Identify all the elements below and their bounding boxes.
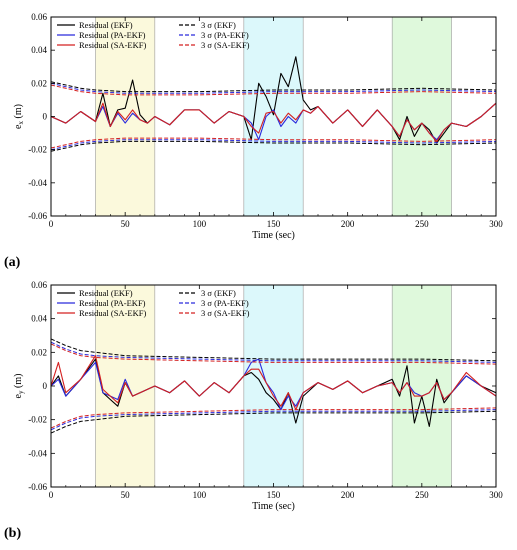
x-tick-label-0: 0: [49, 490, 54, 500]
legend-label-3: 3 σ (EKF): [201, 288, 236, 298]
shaded-region-2: [391, 284, 452, 488]
x-tick-label-2: 100: [193, 490, 207, 500]
series-line-1: [50, 358, 497, 411]
y-tick-label-0: -0.06: [28, 482, 47, 492]
series-line-4: [50, 341, 497, 363]
y-tick-label-1: -0.04: [28, 178, 47, 188]
legend-label-5: 3 σ (SA-EKF): [201, 40, 250, 50]
y-tick-label-6: 0.06: [31, 12, 47, 22]
y-tick-label-2: -0.02: [28, 415, 47, 425]
x-tick-label-6: 300: [489, 219, 503, 229]
panel-label-a: (a): [4, 255, 21, 270]
panel-label-b: (b): [4, 526, 22, 541]
y-tick-label-1: -0.04: [28, 448, 47, 458]
y-tick-label-3: 0: [43, 381, 48, 391]
legend-label-0: Residual (EKF): [79, 20, 133, 30]
y-tick-label-4: 0.02: [31, 347, 47, 357]
x-tick-label-1: 50: [121, 490, 131, 500]
y-tick-label-2: -0.02: [28, 145, 47, 155]
y-axis-label: ey (m): [13, 374, 25, 399]
y-tick-label-6: 0.06: [31, 280, 47, 290]
x-axis-label: Time (sec): [252, 230, 295, 241]
series-line-4-lower: [50, 409, 497, 431]
legend-label-3: 3 σ (EKF): [201, 20, 236, 30]
x-tick-label-3: 150: [267, 219, 281, 229]
shaded-region-2: [391, 16, 452, 217]
legend-label-4: 3 σ (PA-EKF): [201, 298, 249, 308]
y-tick-label-3: 0: [43, 112, 48, 122]
series-line-5: [50, 343, 497, 365]
legend: Residual (EKF)Residual (PA-EKF)Residual …: [57, 288, 250, 318]
x-tick-label-5: 250: [415, 219, 429, 229]
legend: Residual (EKF)Residual (PA-EKF)Residual …: [57, 20, 250, 50]
legend-label-5: 3 σ (SA-EKF): [201, 308, 250, 318]
legend-label-1: Residual (PA-EKF): [79, 30, 146, 40]
legend-label-2: Residual (SA-EKF): [79, 40, 146, 50]
chart-b: 0 50 100 150 200 250 300 -0.06 -0.04 -0.02 0 0.02 0.…: [13, 280, 503, 512]
chart-a: 0 50 100 150 200 250 300 -0.06 -0.04 -0.02 0 0.02 0.…: [13, 12, 503, 241]
series-line-2: [50, 102, 497, 142]
series-line-0: [50, 56, 497, 144]
series-line-3-lower: [50, 410, 497, 434]
y-axis-label: ex (m): [13, 104, 25, 129]
series-line-5-lower: [50, 407, 497, 429]
y-tick-label-5: 0.04: [31, 45, 47, 55]
legend-label-0: Residual (EKF): [79, 288, 133, 298]
x-tick-label-1: 50: [121, 219, 131, 229]
x-tick-label-4: 200: [341, 219, 355, 229]
x-axis-label: Time (sec): [252, 501, 295, 512]
legend-label-1: Residual (PA-EKF): [79, 298, 146, 308]
y-tick-label-0: -0.06: [28, 211, 47, 221]
x-tick-label-4: 200: [341, 490, 355, 500]
x-tick-label-5: 250: [415, 490, 429, 500]
series-line-0: [50, 358, 497, 427]
y-tick-label-5: 0.04: [31, 314, 47, 324]
shaded-region-0: [95, 284, 156, 488]
shaded-region-0: [95, 16, 156, 217]
x-tick-label-3: 150: [267, 490, 281, 500]
shaded-region-1: [243, 284, 304, 488]
series-line-3: [50, 338, 497, 362]
shaded-region-1: [243, 16, 304, 217]
series-line-2: [50, 355, 497, 411]
x-tick-label-6: 300: [489, 490, 503, 500]
y-tick-label-4: 0.02: [31, 78, 47, 88]
legend-label-4: 3 σ (PA-EKF): [201, 30, 249, 40]
legend-label-2: Residual (SA-EKF): [79, 308, 146, 318]
x-tick-label-2: 100: [193, 219, 207, 229]
x-tick-label-0: 0: [49, 219, 54, 229]
